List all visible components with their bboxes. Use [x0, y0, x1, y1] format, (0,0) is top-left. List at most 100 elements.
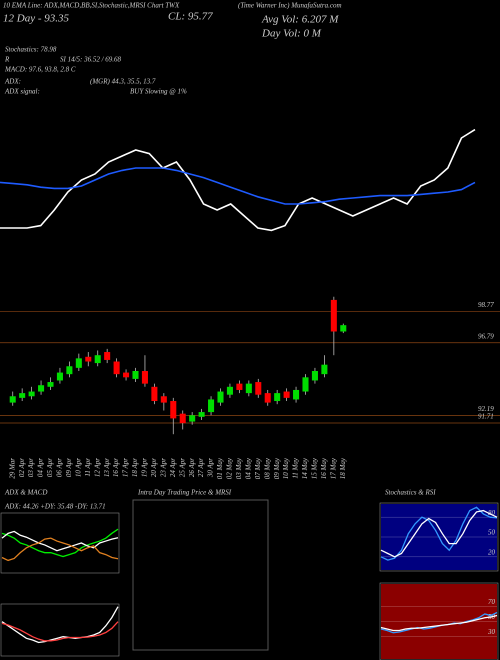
candle-body	[293, 389, 300, 400]
adx: (MGR) 44.3, 35.5, 13.7	[90, 78, 156, 86]
y-tick-label: 70	[488, 598, 496, 606]
x-tick-label: 10 May	[282, 457, 290, 479]
candle-body	[274, 393, 281, 402]
candle-body	[9, 396, 16, 403]
panel-frame	[379, 502, 499, 572]
panel-title: Stochastics & RSI	[385, 489, 436, 497]
x-tick-label: 04 Apr	[37, 458, 45, 477]
x-tick-label: 12 Apr	[93, 458, 101, 477]
level-label: 91.71	[478, 413, 494, 421]
series-line	[380, 506, 498, 561]
x-tick-label: 19 Apr	[141, 458, 149, 477]
avg-vol: Avg Vol: 6.207 M	[261, 14, 339, 26]
x-tick-label: 17 May	[329, 457, 337, 479]
x-tick-label: 29 Mar	[8, 458, 16, 479]
macd: MACD: 97.6, 93.8, 2.8 C	[4, 66, 76, 74]
candle-body	[66, 366, 73, 375]
ema-day: 12 Day - 93.35	[3, 13, 69, 25]
candle-body	[38, 385, 45, 392]
candle-body	[245, 383, 252, 394]
x-tick-label: 01 May	[216, 457, 224, 479]
rsi-label: R	[4, 56, 10, 64]
company: (Time Warner Inc) MunafaSutra.com	[238, 2, 342, 10]
panel-subtitle: ADX: 44.26 +DY: 35.48 -DY: 13.71	[4, 503, 106, 511]
candle-body	[321, 364, 328, 375]
x-tick-label: 24 Apr	[169, 458, 177, 477]
series-line	[0, 128, 476, 232]
x-tick-label: 06 Apr	[56, 458, 64, 477]
candle-body	[311, 371, 318, 381]
x-tick-label: 10 Apr	[74, 458, 82, 477]
stochastics: Stochastics: 78.98	[5, 46, 57, 54]
candle-body	[170, 401, 177, 419]
candle-body	[19, 393, 26, 398]
series-line	[1, 530, 119, 552]
x-tick-label: 09 May	[273, 457, 281, 479]
rsi: SI 14/5: 36.52 / 69.68	[60, 56, 122, 64]
x-tick-label: 02 Apr	[18, 458, 26, 477]
intraday-title: Intra Day Trading Price & MRSI	[137, 489, 232, 497]
candle-body	[94, 355, 101, 364]
close: CL: 95.77	[168, 11, 213, 23]
x-tick-label: 26 Apr	[188, 458, 196, 477]
candle-body	[330, 299, 337, 332]
candle-body	[340, 325, 347, 332]
panel-frame	[379, 582, 499, 660]
x-tick-label: 27 Apr	[197, 458, 205, 477]
candle-body	[255, 382, 262, 395]
x-tick-label: 17 Apr	[122, 458, 130, 477]
candle-body	[264, 393, 271, 403]
adx-signal-label: ADX signal:	[4, 88, 40, 96]
candle-body	[85, 356, 92, 362]
series-line	[1, 528, 119, 558]
series-line	[1, 606, 119, 644]
adx-signal: BUY Slowing @ 1%	[130, 88, 187, 96]
candle-body	[302, 377, 309, 392]
level-label: 98.77	[478, 301, 494, 309]
level-label: 92.19	[478, 405, 494, 413]
series-line	[380, 509, 498, 558]
candle-body	[141, 371, 148, 384]
panel-frame	[0, 512, 120, 574]
x-tick-label: 03 May	[235, 457, 243, 479]
candle-body	[104, 352, 111, 360]
y-tick-label: 20	[488, 548, 496, 556]
y-tick-label: 30	[487, 628, 496, 636]
x-tick-label: 14 May	[301, 457, 309, 479]
candle-body	[226, 386, 233, 395]
x-tick-label: 02 May	[226, 457, 234, 479]
x-tick-label: 13 Apr	[103, 458, 111, 477]
x-tick-label: 23 Apr	[159, 458, 167, 477]
x-tick-label: 18 May	[339, 457, 347, 479]
x-tick-label: 04 May	[244, 457, 252, 479]
x-tick-label: 08 May	[263, 457, 271, 479]
x-tick-label: 16 Apr	[112, 458, 120, 477]
candle-body	[198, 412, 205, 417]
x-tick-label: 25 Apr	[178, 458, 186, 477]
candle-body	[283, 391, 290, 398]
panel-frame	[0, 603, 120, 657]
x-tick-label: 20 Apr	[150, 458, 158, 477]
x-tick-label: 03 Apr	[27, 458, 35, 477]
x-tick-label: 30 Apr	[207, 458, 215, 478]
x-tick-label: 18 Apr	[131, 458, 139, 477]
x-tick-label: 15 May	[311, 457, 319, 479]
y-tick-label: 50	[488, 529, 496, 537]
candle-body	[151, 386, 158, 402]
day-vol: Day Vol: 0 M	[261, 28, 322, 40]
intraday-panel	[132, 499, 269, 651]
panel-title: ADX & MACD	[4, 489, 47, 497]
candle-body	[160, 396, 167, 403]
candle-body	[75, 358, 82, 368]
candle-body	[47, 382, 54, 387]
candle-body	[236, 383, 243, 390]
x-tick-label: 09 Apr	[65, 458, 73, 477]
x-tick-label: 11 Apr	[84, 458, 92, 477]
candle-body	[189, 415, 196, 422]
x-tick-label: 16 May	[320, 457, 328, 479]
series-line	[1, 537, 119, 562]
series-line	[380, 614, 498, 632]
adx-label: ADX:	[4, 78, 21, 86]
